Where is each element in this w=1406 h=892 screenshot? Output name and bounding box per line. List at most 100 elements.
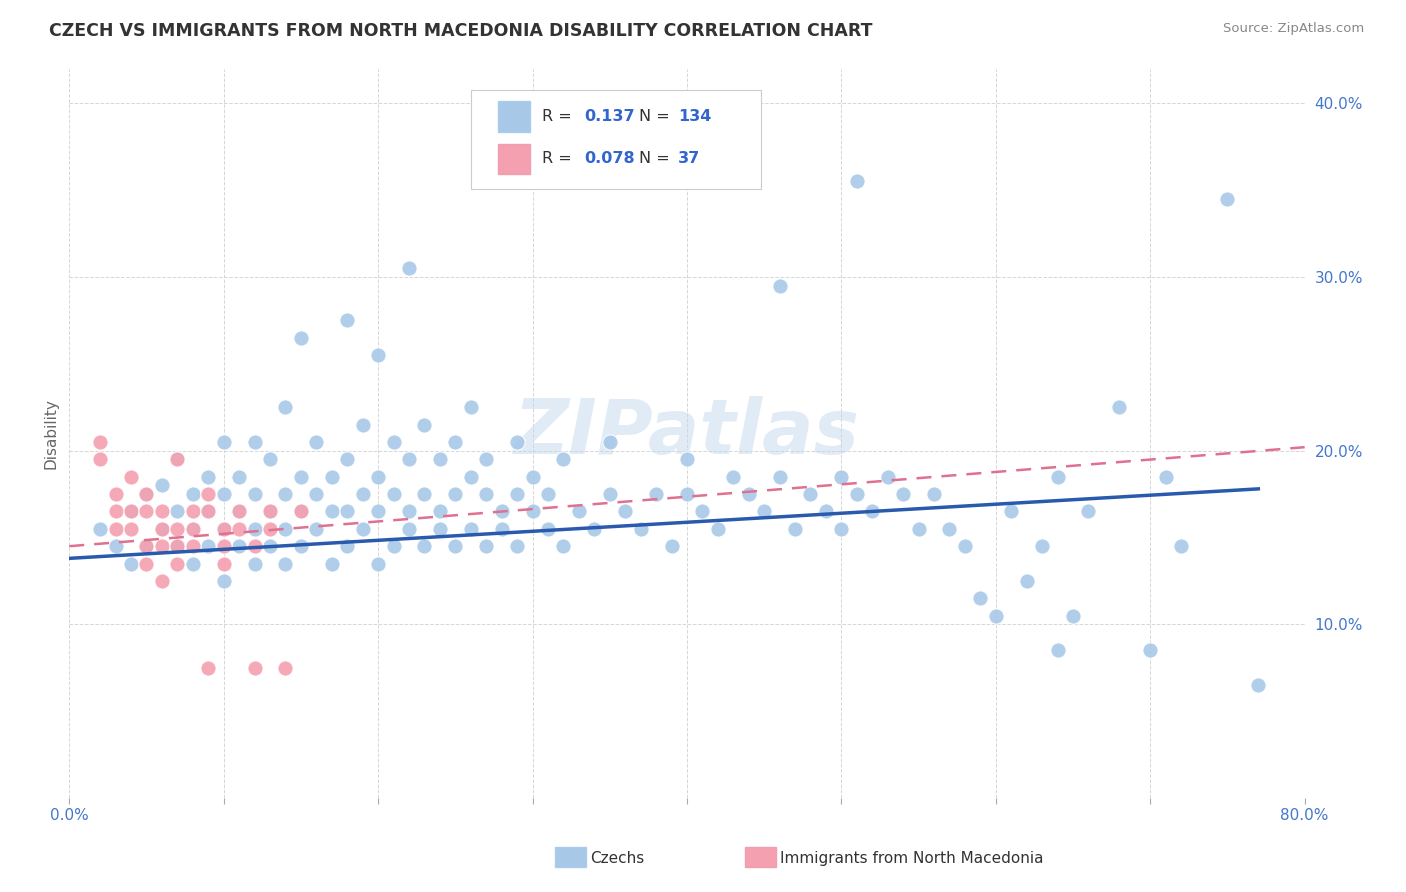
Text: 37: 37 — [678, 152, 700, 167]
Point — [444, 487, 467, 501]
Point — [707, 522, 730, 536]
Point — [104, 487, 127, 501]
Point — [274, 557, 297, 571]
Point — [398, 504, 420, 518]
Point — [181, 539, 204, 553]
Point — [553, 452, 575, 467]
Point — [1139, 643, 1161, 657]
Point — [336, 539, 359, 553]
Point — [382, 539, 405, 553]
Point — [135, 539, 157, 553]
Point — [290, 504, 312, 518]
Point — [305, 487, 328, 501]
Point — [104, 539, 127, 553]
Point — [506, 539, 529, 553]
Point — [922, 487, 945, 501]
Point — [166, 452, 188, 467]
Bar — [498, 102, 530, 132]
Point — [259, 452, 281, 467]
Point — [768, 469, 790, 483]
Point — [413, 487, 436, 501]
Point — [1046, 643, 1069, 657]
Point — [197, 661, 219, 675]
Point — [1154, 469, 1177, 483]
Point — [599, 487, 621, 501]
Point — [614, 504, 637, 518]
Point — [367, 504, 389, 518]
Point — [768, 278, 790, 293]
Point — [181, 522, 204, 536]
Point — [135, 557, 157, 571]
Point — [444, 434, 467, 449]
Point — [197, 487, 219, 501]
Point — [290, 539, 312, 553]
Point — [166, 452, 188, 467]
Point — [1000, 504, 1022, 518]
Point — [830, 469, 852, 483]
Point — [367, 348, 389, 362]
Y-axis label: Disability: Disability — [44, 398, 58, 468]
Point — [398, 261, 420, 276]
Point — [150, 478, 173, 492]
Text: N =: N = — [638, 152, 675, 167]
Point — [676, 487, 699, 501]
Point — [568, 504, 591, 518]
Point — [1108, 401, 1130, 415]
Point — [553, 539, 575, 553]
Point — [150, 504, 173, 518]
Point — [166, 557, 188, 571]
Point — [274, 522, 297, 536]
Point — [583, 522, 606, 536]
Point — [120, 557, 142, 571]
Point — [1170, 539, 1192, 553]
Point — [475, 452, 498, 467]
Point — [166, 504, 188, 518]
Point — [1015, 574, 1038, 588]
Point — [181, 487, 204, 501]
Point — [830, 522, 852, 536]
Point — [212, 574, 235, 588]
Point — [120, 522, 142, 536]
Point — [367, 469, 389, 483]
Point — [228, 539, 250, 553]
Point — [599, 434, 621, 449]
Bar — [498, 144, 530, 174]
Point — [783, 522, 806, 536]
Point — [259, 504, 281, 518]
Point — [1216, 192, 1239, 206]
Point — [243, 661, 266, 675]
Point — [429, 522, 451, 536]
Point — [181, 557, 204, 571]
Point — [212, 434, 235, 449]
Point — [243, 557, 266, 571]
Point — [491, 522, 513, 536]
Text: Source: ZipAtlas.com: Source: ZipAtlas.com — [1223, 22, 1364, 36]
Point — [537, 522, 560, 536]
Point — [89, 434, 111, 449]
Point — [352, 417, 374, 432]
Point — [166, 539, 188, 553]
Point — [135, 487, 157, 501]
Point — [228, 504, 250, 518]
Point — [661, 539, 683, 553]
Point — [738, 487, 761, 501]
Point — [352, 487, 374, 501]
Point — [212, 539, 235, 553]
Point — [197, 469, 219, 483]
Point — [630, 522, 652, 536]
Point — [413, 539, 436, 553]
Point — [522, 504, 544, 518]
Point — [150, 574, 173, 588]
Text: ZIPatlas: ZIPatlas — [515, 396, 860, 470]
Point — [120, 504, 142, 518]
Text: Czechs: Czechs — [591, 851, 645, 865]
Point — [290, 469, 312, 483]
Point — [1046, 469, 1069, 483]
Point — [197, 504, 219, 518]
Point — [120, 504, 142, 518]
Point — [290, 504, 312, 518]
Point — [953, 539, 976, 553]
Point — [723, 469, 745, 483]
Point — [321, 504, 343, 518]
Point — [444, 539, 467, 553]
